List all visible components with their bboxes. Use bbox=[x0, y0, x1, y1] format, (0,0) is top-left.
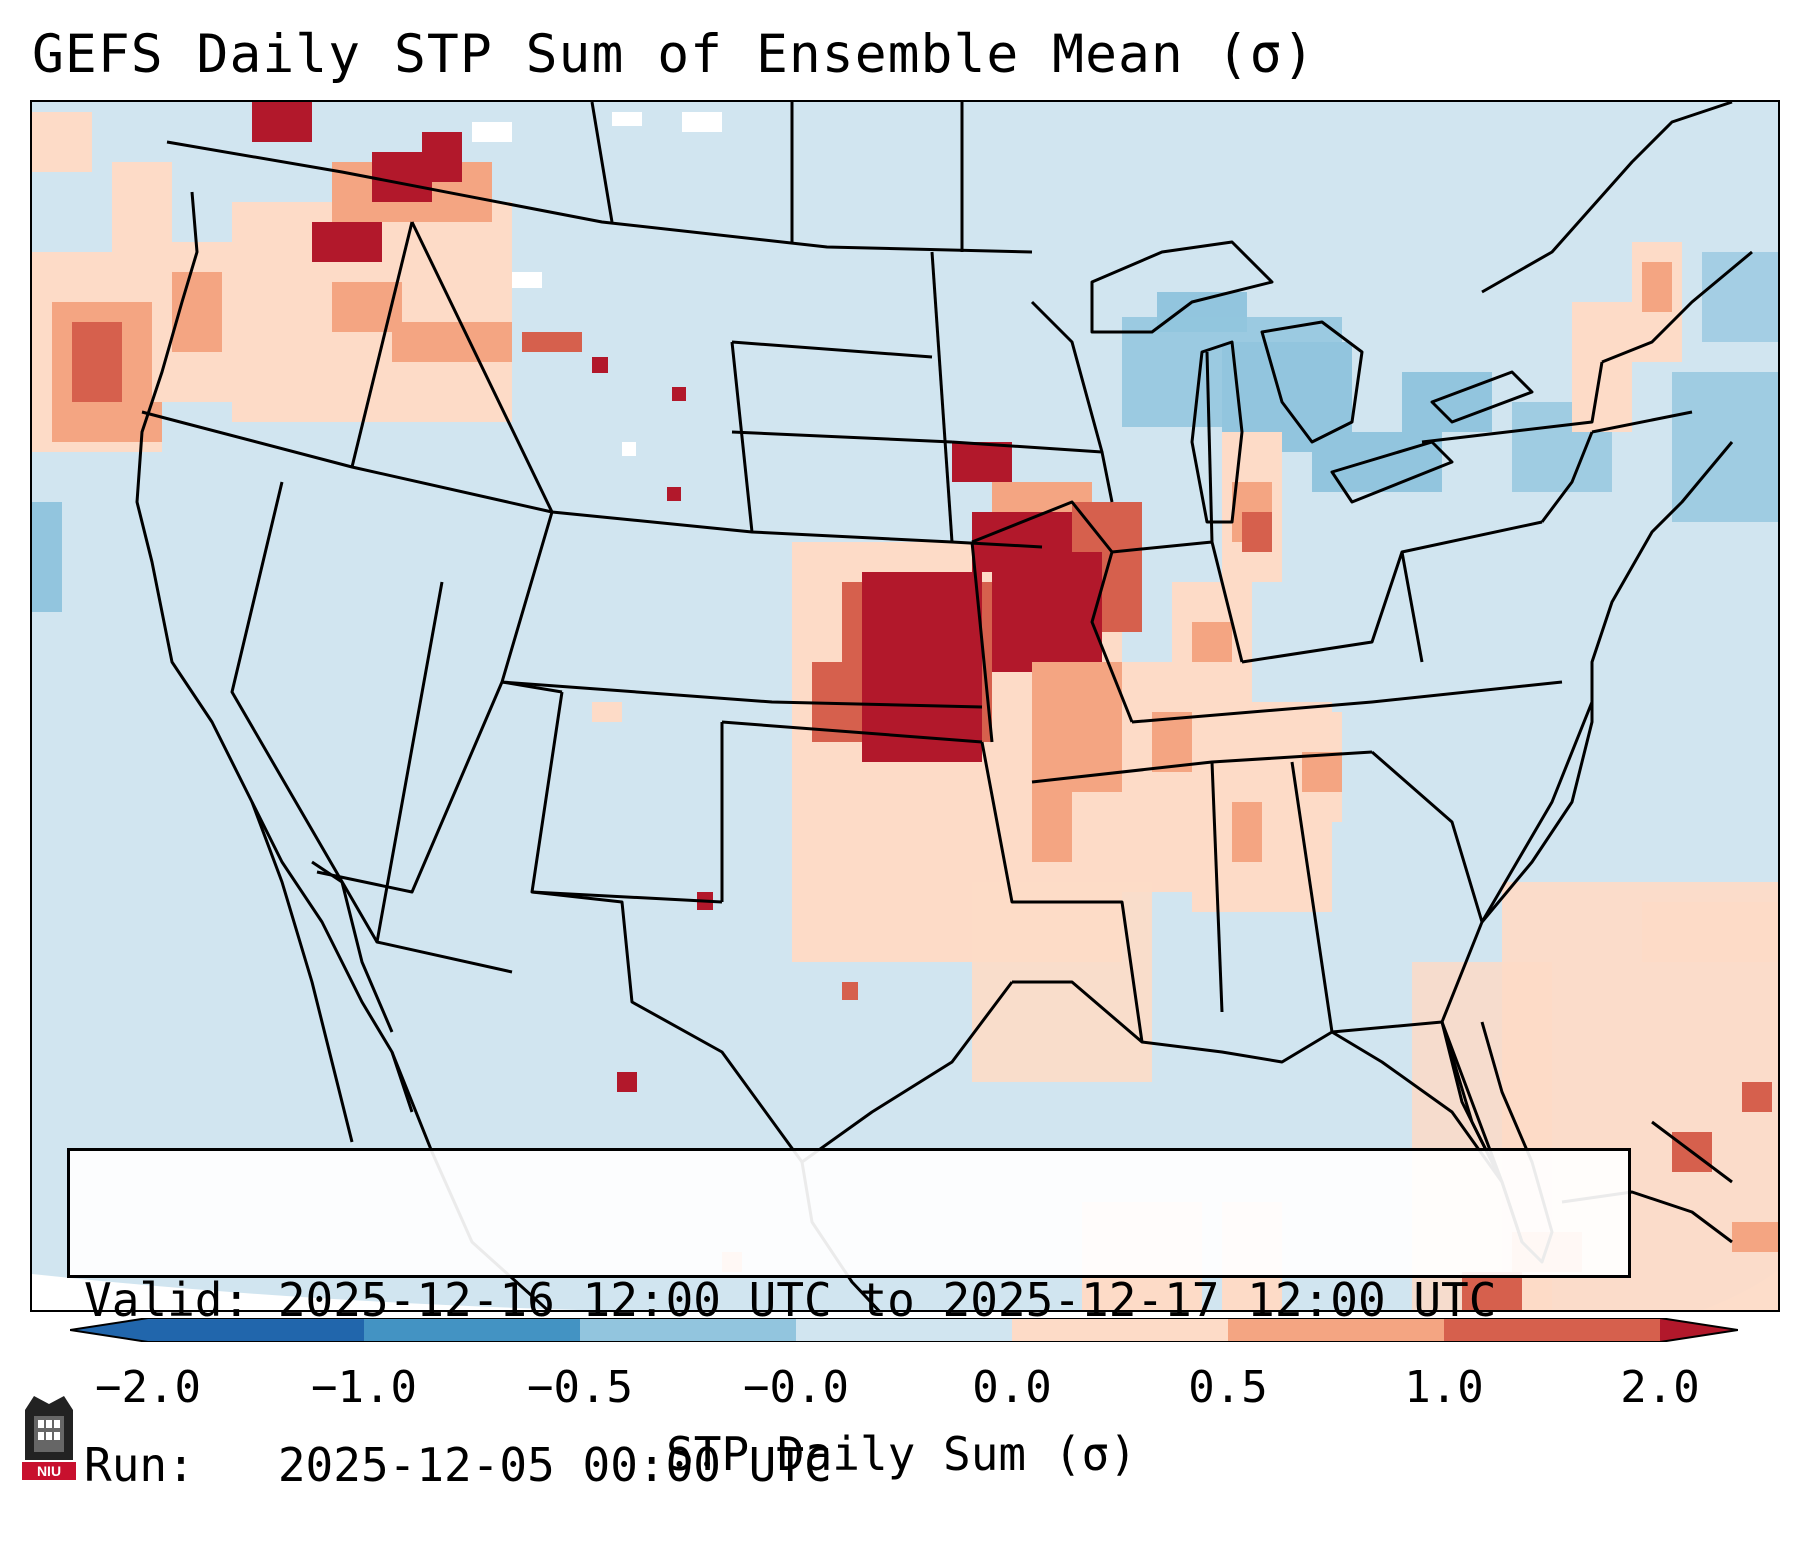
colorbar-tick-label: 0.0 bbox=[972, 1362, 1052, 1413]
niu-logo-icon: NIU bbox=[22, 1396, 76, 1480]
colorbar-tick-label: −0.0 bbox=[743, 1362, 849, 1413]
colorbar bbox=[70, 1318, 1738, 1342]
validity-box: Valid: 2025-12-16 12:00 UTC to 2025-12-1… bbox=[67, 1148, 1631, 1492]
colorbar-segment-5 bbox=[1228, 1318, 1444, 1342]
niu-logo-text: NIU bbox=[37, 1463, 61, 1479]
colorbar-tick-label: 2.0 bbox=[1620, 1362, 1700, 1413]
near-zero-patches bbox=[472, 112, 722, 456]
colorbar-extend-low bbox=[70, 1318, 148, 1342]
colorbar-segment-3 bbox=[796, 1318, 1012, 1342]
colorbar-tick-label: −1.0 bbox=[311, 1362, 417, 1413]
map-svg bbox=[32, 102, 1778, 1310]
colorbar-tick-label: 1.0 bbox=[1404, 1362, 1484, 1413]
colorbar-extend-high bbox=[1660, 1318, 1738, 1342]
colorbar-tick-label: −2.0 bbox=[95, 1362, 201, 1413]
colorbar-tick-label: −0.5 bbox=[527, 1362, 633, 1413]
run-time-text: Run: 2025-12-05 00:00 UTC bbox=[84, 1438, 832, 1492]
colorbar-segment-4 bbox=[1012, 1318, 1228, 1342]
boundaries bbox=[135, 102, 1753, 1310]
colorbar-tick-label: 0.5 bbox=[1188, 1362, 1268, 1413]
projection-edge bbox=[32, 1274, 579, 1310]
colorbar-segment-2 bbox=[580, 1318, 796, 1342]
colorbar-segment-0 bbox=[148, 1318, 364, 1342]
colorbar-label: STP Daily Sum (σ) bbox=[666, 1427, 1137, 1481]
map-panel bbox=[30, 100, 1780, 1312]
anomaly-great-lakes bbox=[1122, 252, 1778, 522]
colorbar-segment-6 bbox=[1444, 1318, 1660, 1342]
map-title: GEFS Daily STP Sum of Ensemble Mean (σ) bbox=[32, 24, 1316, 85]
colorbar-segment-1 bbox=[364, 1318, 580, 1342]
anomaly-central-us bbox=[792, 432, 1282, 962]
